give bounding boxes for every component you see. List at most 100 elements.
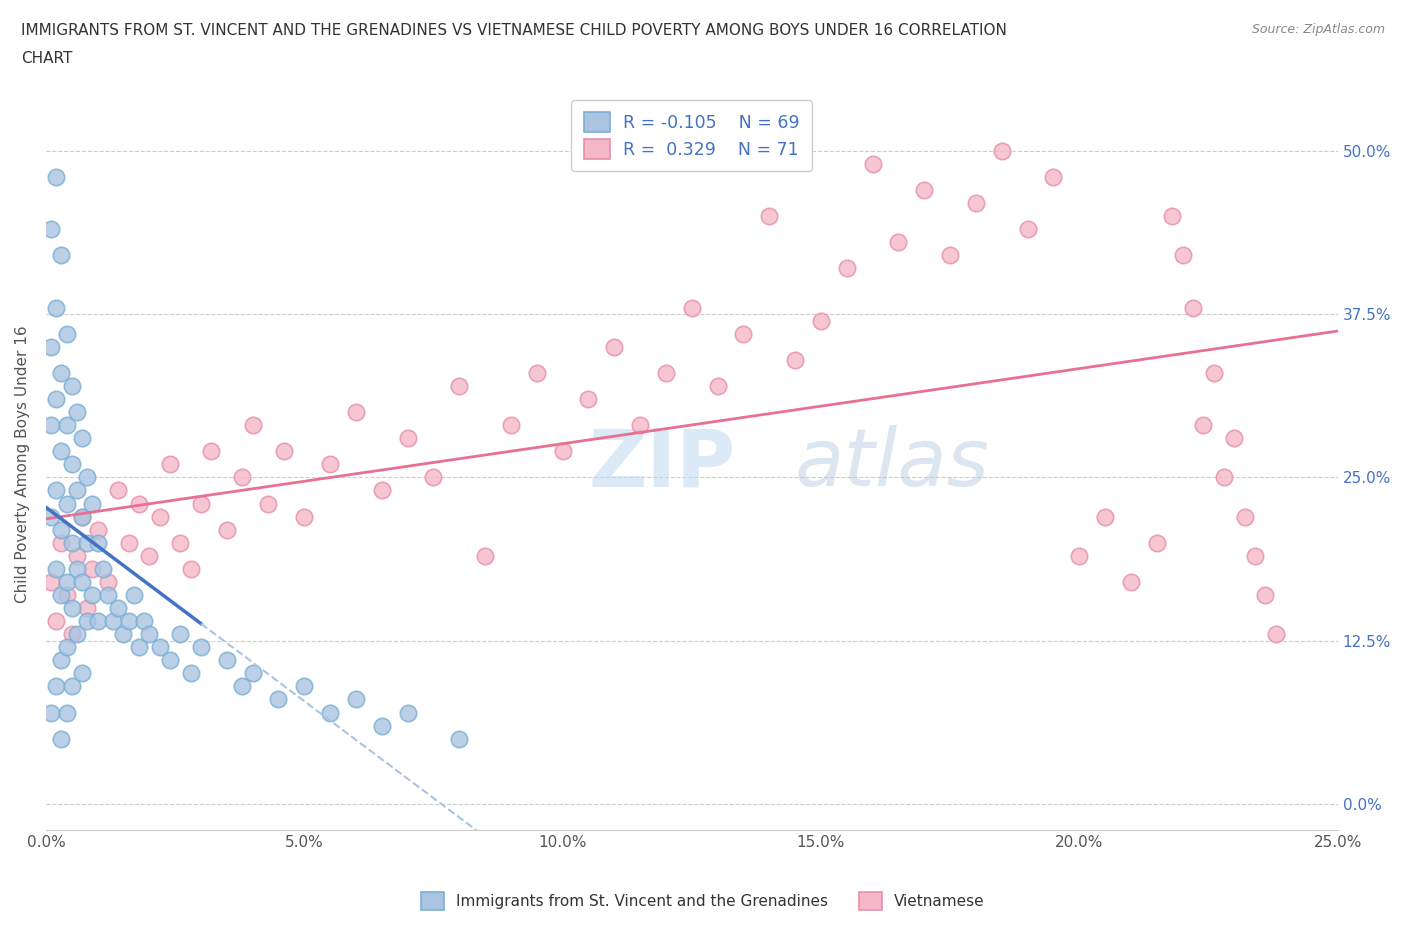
Point (45, 614, 67, 629)
Point (70, 431, 93, 445)
Text: CHART: CHART (21, 51, 73, 66)
Point (169, 536, 191, 551)
Point (835, 261, 858, 276)
Point (1181, 300, 1204, 315)
Point (319, 457, 342, 472)
Point (45, 679, 67, 694)
Point (76, 614, 98, 629)
Point (51, 444, 73, 458)
Point (66, 549, 89, 564)
Point (578, 392, 600, 406)
Point (267, 692, 290, 707)
Point (1069, 549, 1091, 564)
Point (706, 379, 728, 393)
Point (810, 313, 832, 328)
Point (344, 405, 367, 419)
Point (733, 326, 755, 341)
Point (499, 418, 522, 432)
Point (449, 379, 471, 393)
Point (231, 679, 253, 694)
Point (39, 418, 62, 432)
Point (1213, 470, 1236, 485)
Point (51, 536, 73, 551)
Point (117, 614, 139, 629)
Legend: R = -0.105    N = 69, R =  0.329    N = 71: R = -0.105 N = 69, R = 0.329 N = 71 (571, 100, 813, 171)
Point (371, 483, 394, 498)
Point (371, 718, 394, 733)
Point (112, 627, 135, 642)
Point (149, 509, 172, 524)
Point (86, 614, 108, 629)
Point (60, 457, 83, 472)
Point (180, 666, 202, 681)
Point (655, 365, 678, 380)
Point (101, 614, 124, 629)
Point (55, 575, 77, 590)
Point (60, 627, 83, 642)
Point (66, 483, 89, 498)
Point (51, 248, 73, 263)
Point (76, 470, 98, 485)
Point (55, 640, 77, 655)
Point (200, 444, 222, 458)
Point (526, 365, 548, 380)
Point (86, 523, 108, 538)
Point (273, 444, 295, 458)
Point (97, 575, 120, 590)
Point (1171, 248, 1194, 263)
Point (51, 653, 73, 668)
Point (39, 222, 62, 237)
Point (70, 509, 93, 524)
Point (180, 562, 202, 577)
Point (422, 470, 444, 485)
Point (319, 705, 342, 720)
Point (1192, 418, 1215, 432)
Point (1264, 627, 1286, 642)
Point (138, 549, 160, 564)
Point (169, 627, 191, 642)
Point (628, 418, 651, 432)
Point (60, 536, 83, 551)
Point (1202, 365, 1225, 380)
Point (396, 705, 419, 720)
Point (66, 627, 89, 642)
Point (1119, 575, 1142, 590)
Point (39, 339, 62, 354)
Point (51, 523, 73, 538)
Point (912, 182, 935, 197)
Point (603, 339, 626, 354)
Point (215, 653, 238, 668)
Point (97, 588, 120, 603)
Point (45, 392, 67, 406)
Point (45, 300, 67, 315)
Point (862, 156, 884, 171)
Point (45, 483, 67, 498)
Point (1223, 431, 1246, 445)
Point (292, 509, 315, 524)
Point (55, 705, 77, 720)
Point (991, 143, 1014, 158)
Point (939, 248, 962, 263)
Point (965, 195, 987, 210)
Point (1146, 536, 1168, 551)
Point (45, 562, 67, 577)
Text: IMMIGRANTS FROM ST. VINCENT AND THE GRENADINES VS VIETNAMESE CHILD POVERTY AMONG: IMMIGRANTS FROM ST. VINCENT AND THE GREN… (21, 23, 1007, 38)
Point (70, 575, 93, 590)
Point (82, 496, 104, 511)
Point (45, 169, 67, 184)
Point (190, 640, 212, 655)
Point (242, 666, 264, 681)
Point (51, 365, 73, 380)
Point (82, 588, 104, 603)
Point (51, 731, 73, 746)
Point (122, 588, 145, 603)
Point (396, 431, 419, 445)
Point (257, 496, 280, 511)
Point (551, 444, 574, 458)
Point (231, 470, 253, 485)
Point (149, 640, 172, 655)
Point (60, 601, 83, 616)
Point (128, 496, 150, 511)
Point (55, 496, 77, 511)
Point (70, 509, 93, 524)
